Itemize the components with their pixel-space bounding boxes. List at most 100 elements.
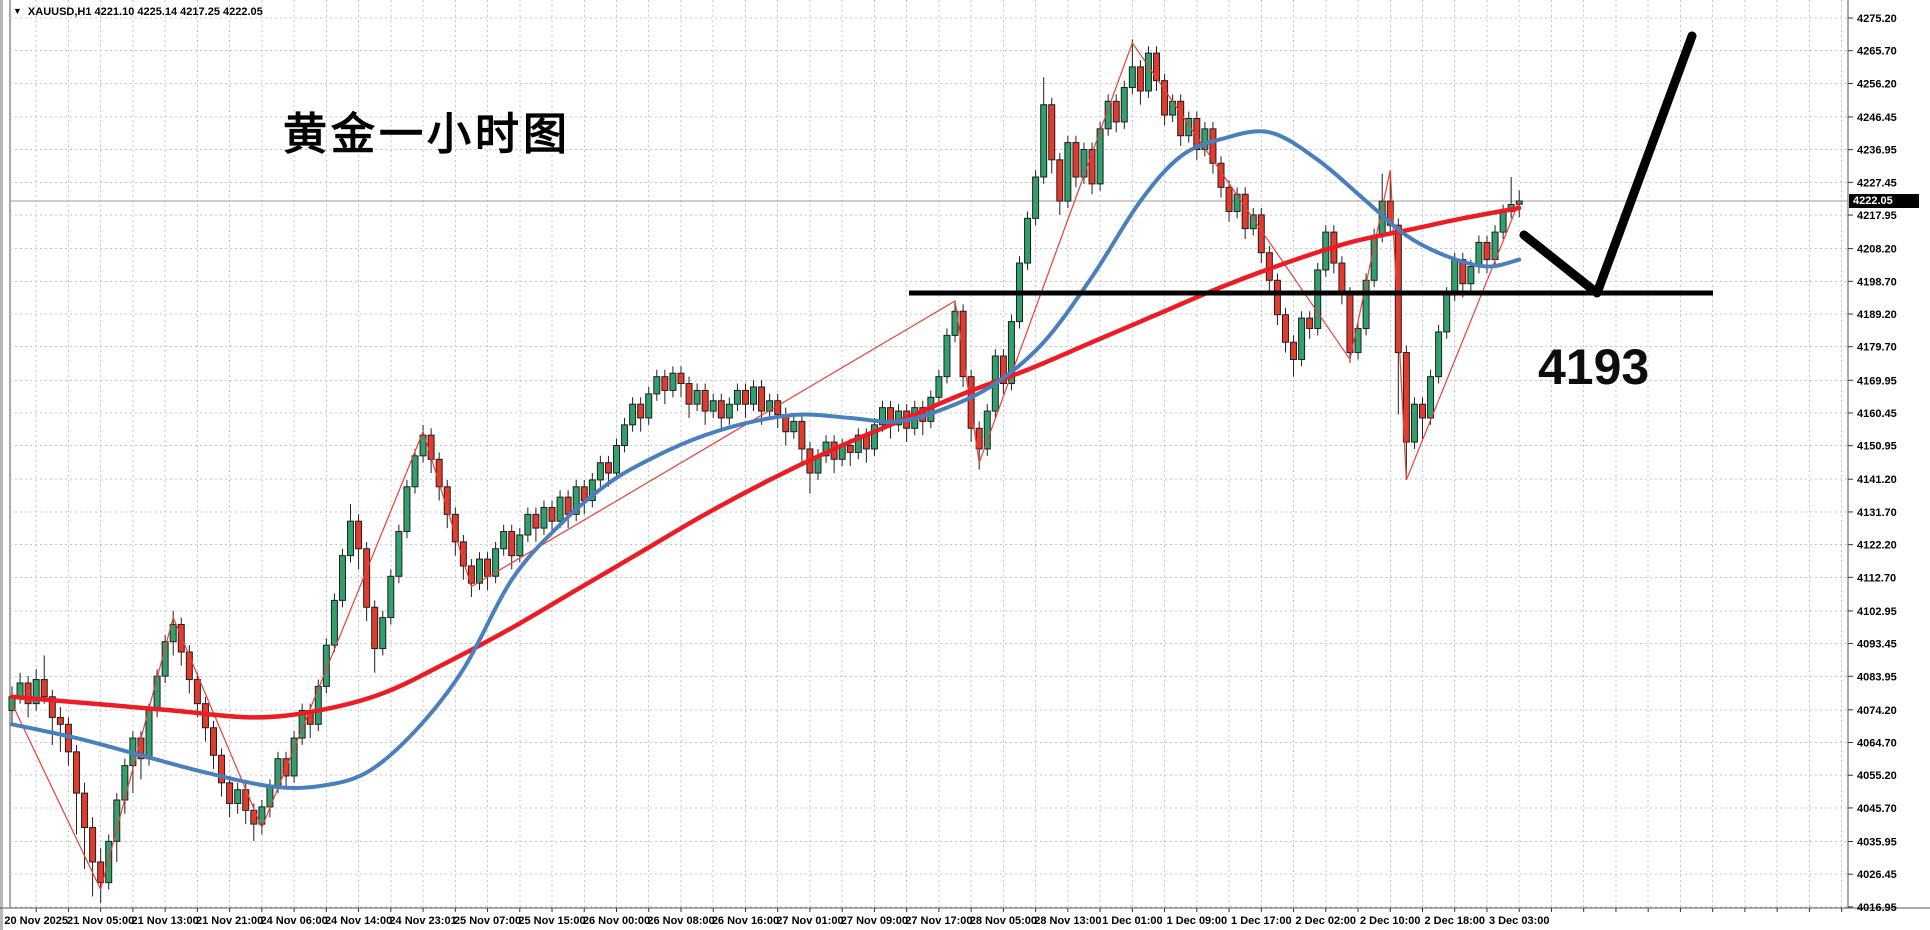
candle-body (870, 424, 878, 450)
chevron-down-icon[interactable]: ▼ (13, 6, 22, 16)
candle-body (629, 403, 637, 426)
candle-body (1040, 104, 1048, 178)
price-axis-label: 4246.45 (1857, 112, 1897, 124)
candle-body (72, 751, 80, 794)
candle-body (347, 520, 355, 557)
candle-body (798, 420, 806, 450)
candle-body (725, 403, 733, 419)
candle-body (210, 727, 217, 756)
candle-body (1306, 317, 1314, 329)
candle-body (1112, 100, 1120, 123)
time-axis-label: 1 Dec 17:00 (1231, 915, 1292, 927)
candle-body (1467, 266, 1475, 285)
price-axis-label: 4189.20 (1857, 309, 1897, 321)
candle-body (999, 355, 1007, 385)
candle-body (97, 861, 105, 884)
candle-body (185, 651, 193, 681)
candle-body (661, 376, 669, 391)
candle-body (242, 789, 250, 811)
candle-body (492, 548, 500, 577)
candle-body (693, 389, 701, 405)
candle-body (1419, 403, 1426, 419)
candle-body (588, 479, 596, 502)
candle-body (878, 407, 886, 426)
candle-body (1362, 279, 1370, 329)
time-axis-label: 25 Nov 07:00 (454, 915, 521, 927)
candle-body (846, 444, 854, 453)
candle-body (169, 623, 177, 643)
candle-body (1281, 314, 1289, 343)
time-axis-label: 27 Nov 09:00 (841, 915, 908, 927)
candle-body (193, 679, 201, 705)
candle-body (395, 531, 403, 577)
candle-body (419, 434, 427, 457)
candle-body (750, 386, 758, 405)
time-axis-label: 21 Nov 05:00 (67, 915, 134, 927)
candle-body (790, 420, 798, 433)
candle-body (177, 623, 185, 653)
fast-ma-line (10, 129, 1522, 790)
candle-body (1290, 341, 1298, 360)
candle-body (105, 840, 113, 884)
window-left-edge (0, 0, 3, 930)
candle-body (1459, 259, 1467, 285)
candle-body (935, 376, 943, 398)
time-axis-label: 27 Nov 01:00 (776, 915, 843, 927)
candle-body (637, 403, 645, 419)
candle-body (701, 389, 709, 412)
time-axis-label: 2 Dec 18:00 (1424, 915, 1485, 927)
candle-body (314, 685, 322, 725)
candle-body (758, 386, 766, 412)
candle-body (1064, 142, 1072, 202)
candle-body (1056, 159, 1064, 202)
candle-body (1241, 193, 1249, 230)
candle-body (1080, 148, 1088, 178)
candle-body (153, 675, 161, 712)
price-axis-label: 4074.20 (1857, 705, 1897, 717)
candle-body (32, 679, 40, 705)
price-axis-label: 4064.70 (1857, 738, 1897, 750)
candle-body (459, 541, 467, 567)
price-axis-label: 4035.95 (1857, 836, 1897, 848)
candle-body (475, 558, 483, 584)
price-axis-label: 4045.70 (1857, 803, 1897, 815)
candle-body (613, 444, 620, 474)
time-axis-label: 24 Nov 14:00 (325, 915, 392, 927)
candle-body (1298, 317, 1306, 360)
candle-body (1314, 269, 1322, 329)
candle-body (338, 555, 346, 601)
symbol-info-line[interactable]: ▼ XAUUSD,H1 4221.10 4225.14 4217.25 4222.… (13, 6, 263, 18)
candle-body (250, 809, 258, 825)
price-axis-label: 4217.95 (1857, 210, 1897, 222)
candle-body (484, 558, 492, 577)
candle-body (1153, 52, 1161, 82)
candle-body (943, 334, 951, 378)
price-axis-label: 4265.70 (1857, 46, 1897, 58)
candle-body (371, 606, 379, 650)
zigzag-indicator-line (11, 41, 1520, 892)
candle-body (322, 644, 330, 687)
candle-body (1169, 100, 1177, 116)
price-axis-label: 4016.95 (1857, 902, 1897, 914)
candle-body (218, 754, 226, 784)
price-axis-label: 4150.95 (1857, 441, 1897, 453)
time-axis-label: 26 Nov 08:00 (647, 915, 714, 927)
candle-body (234, 789, 242, 804)
candle-body (1233, 193, 1241, 212)
time-axis-label: 26 Nov 00:00 (583, 915, 650, 927)
candle-body (1088, 148, 1096, 185)
candle-body (226, 782, 234, 804)
candle-body (959, 310, 967, 378)
price-axis-label: 4055.20 (1857, 770, 1897, 782)
candle-body (967, 376, 975, 429)
candle-body (258, 806, 266, 825)
price-axis-label: 4227.45 (1857, 177, 1897, 189)
time-axis-label: 20 Nov 2025 (4, 915, 68, 927)
candle-body (685, 383, 693, 405)
price-axis-label: 4256.20 (1857, 78, 1897, 90)
candle-body (1273, 279, 1281, 316)
candle-body (1499, 210, 1507, 233)
candle-body (717, 400, 725, 419)
